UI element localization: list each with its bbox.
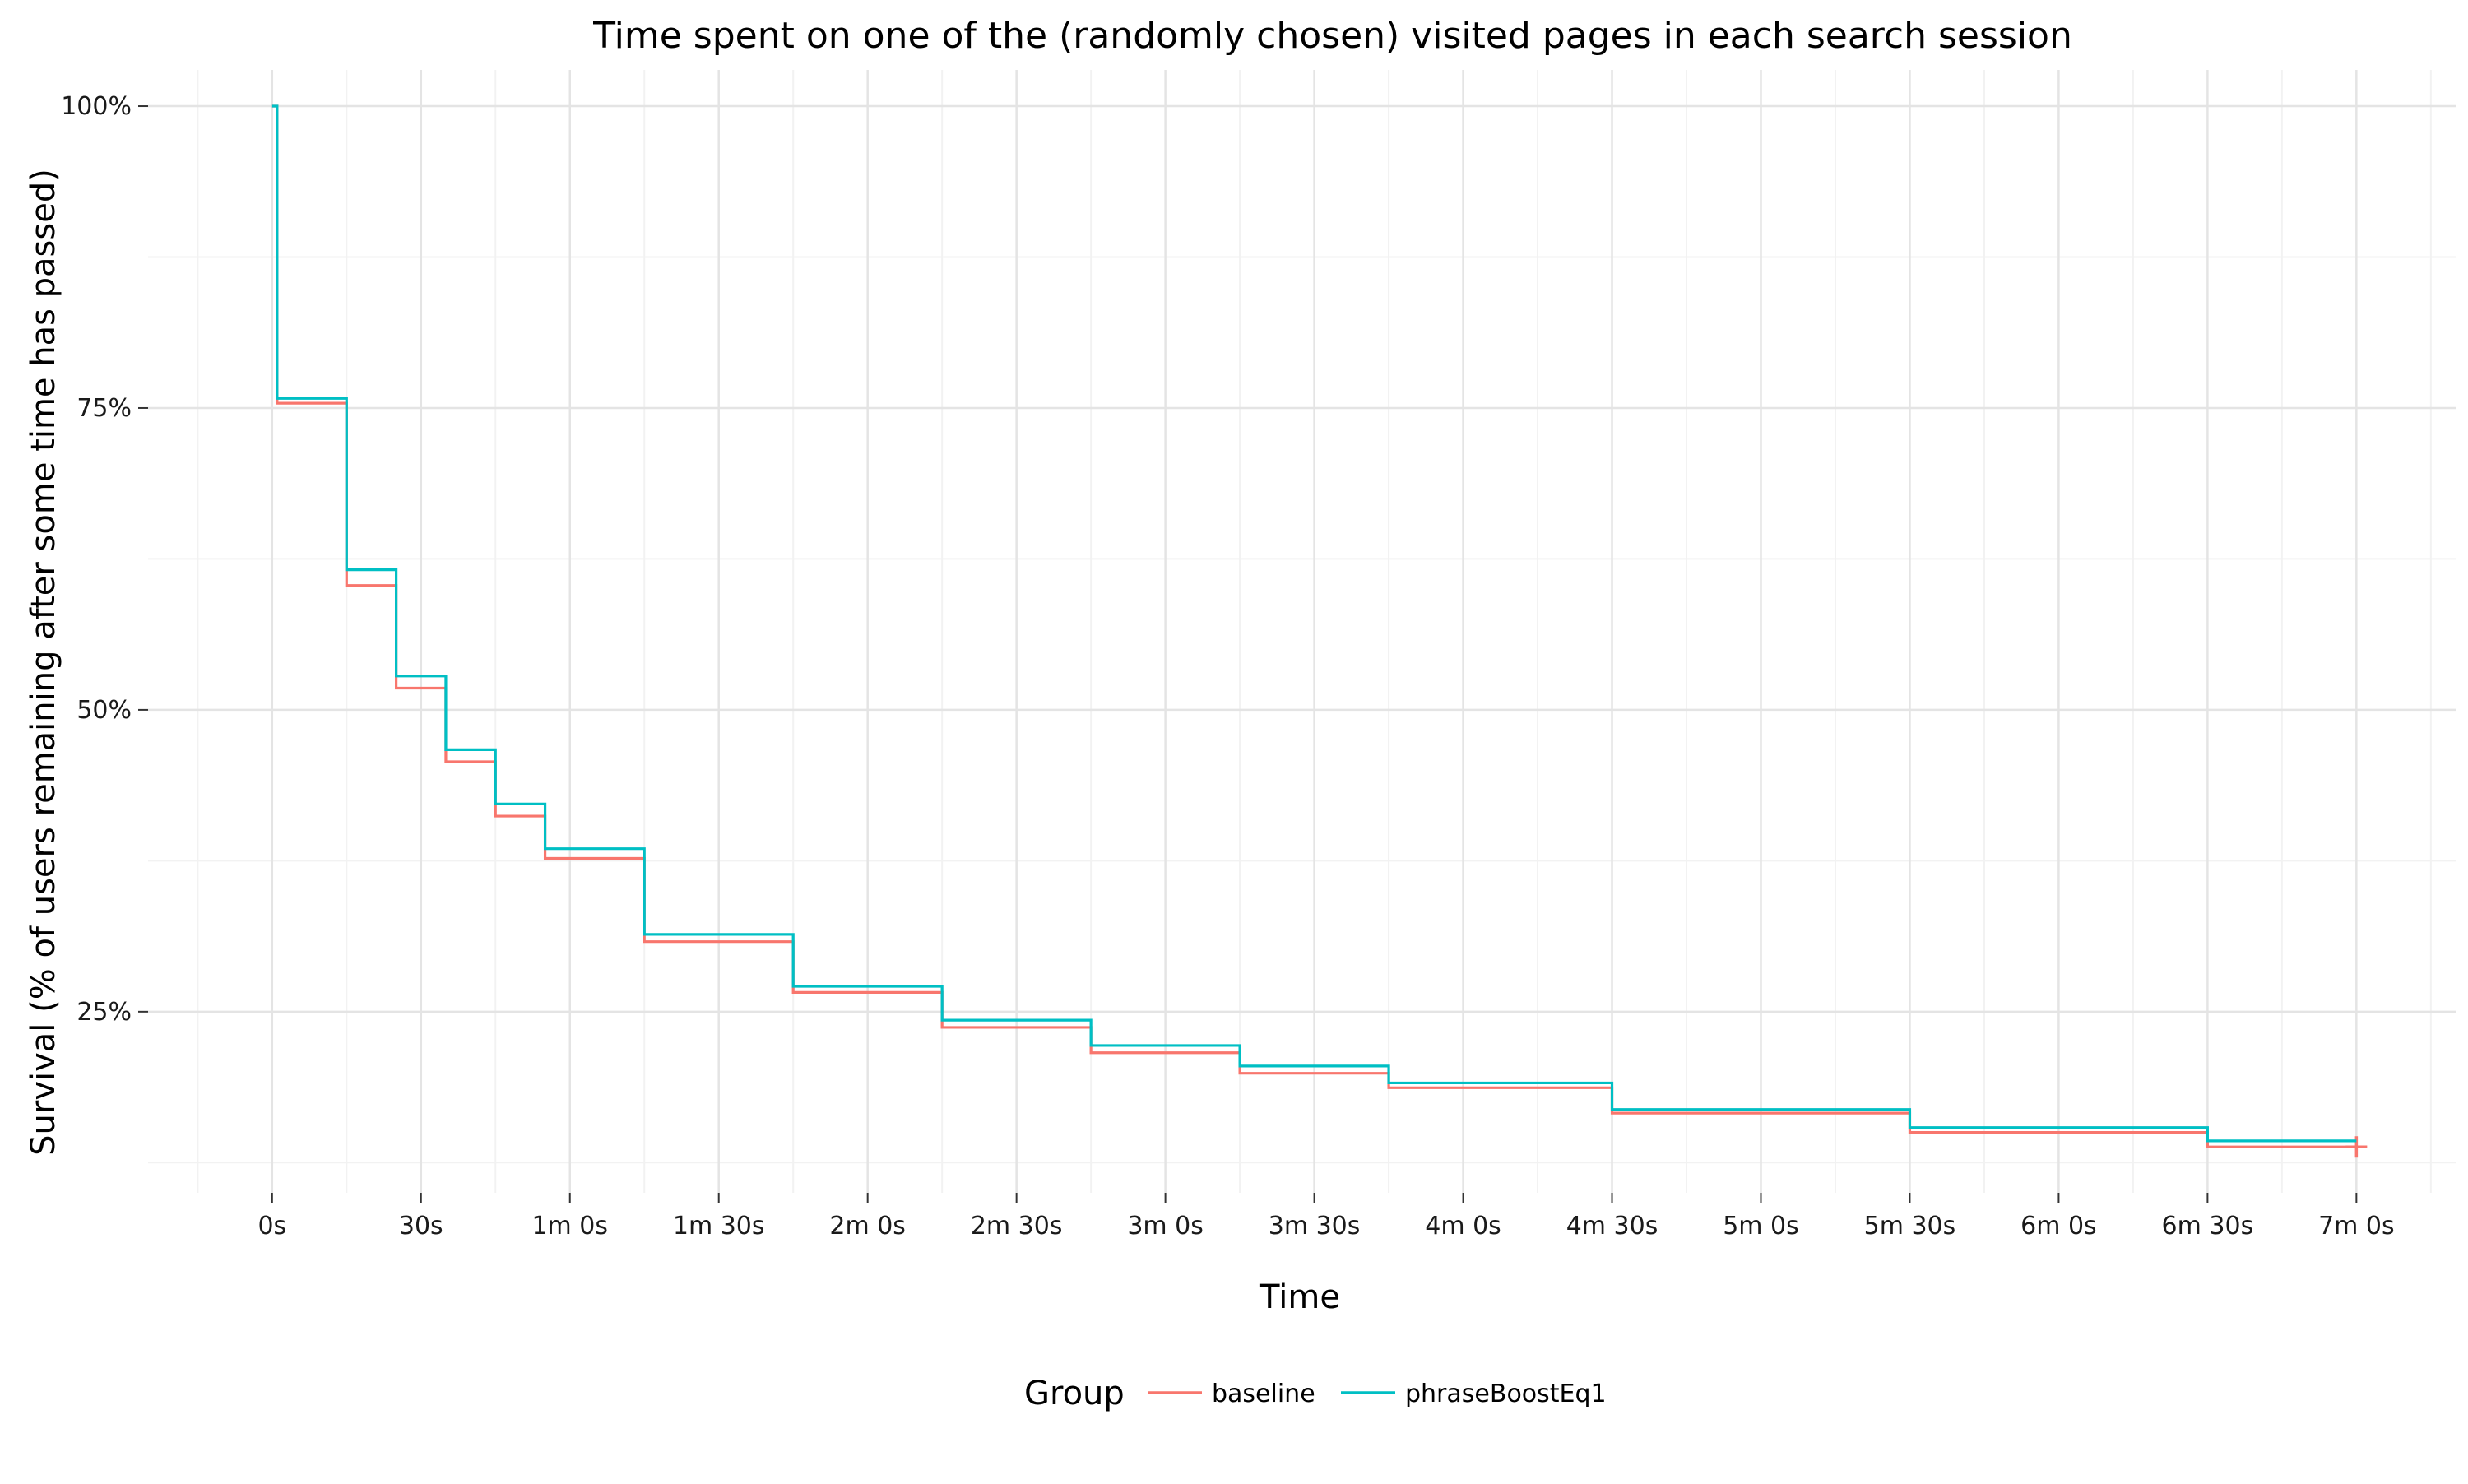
x-tick-label: 0s [257,1212,286,1241]
y-axis-title: Survival (% of users remaining after som… [25,169,63,1156]
legend-item-phraseBoostEq1: phraseBoostEq1 [1341,1380,1607,1408]
grid [148,70,2456,1193]
x-tick-label: 2m 30s [971,1212,1063,1241]
x-tick-label: 4m 0s [1425,1212,1501,1241]
legend-title: Group [1024,1375,1125,1412]
axes: 0s 30s 1m 0s 1m 30s 2m 0s 2m 30s 3m 0s 3m 30s 4m… [61,92,2394,1241]
x-tick-label: 30s [399,1212,443,1241]
y-tick-label: 75% [77,394,132,423]
x-tick-label: 6m 30s [2162,1212,2254,1241]
legend-label: phraseBoostEq1 [1405,1380,1607,1408]
legend: Group baseline phraseBoostEq1 [1024,1375,1607,1412]
x-tick-label: 6m 0s [2020,1212,2097,1241]
censor-marker-baseline [2345,1136,2368,1158]
y-tick-label: 25% [77,998,132,1027]
x-tick-label: 7m 0s [2318,1212,2395,1241]
series-line-phraseBoostEq1 [271,104,2357,1143]
x-tick-label: 1m 30s [673,1212,765,1241]
y-tick-label: 50% [77,696,132,725]
x-tick-label: 3m 30s [1269,1212,1361,1241]
x-axis-title: Time [1259,1278,1340,1316]
x-tick-label: 1m 0s [531,1212,608,1241]
series-lines [271,104,2368,1158]
legend-item-baseline: baseline [1148,1380,1315,1408]
x-tick-label: 5m 30s [1864,1212,1956,1241]
x-tick-label: 3m 0s [1127,1212,1204,1241]
x-tick-label: 2m 0s [829,1212,906,1241]
chart-title: Time spent on one of the (randomly chose… [592,15,2072,57]
y-tick-label: 100% [61,92,132,121]
x-tick-label: 4m 30s [1566,1212,1658,1241]
legend-label: baseline [1212,1380,1315,1408]
x-tick-label: 5m 0s [1723,1212,1799,1241]
